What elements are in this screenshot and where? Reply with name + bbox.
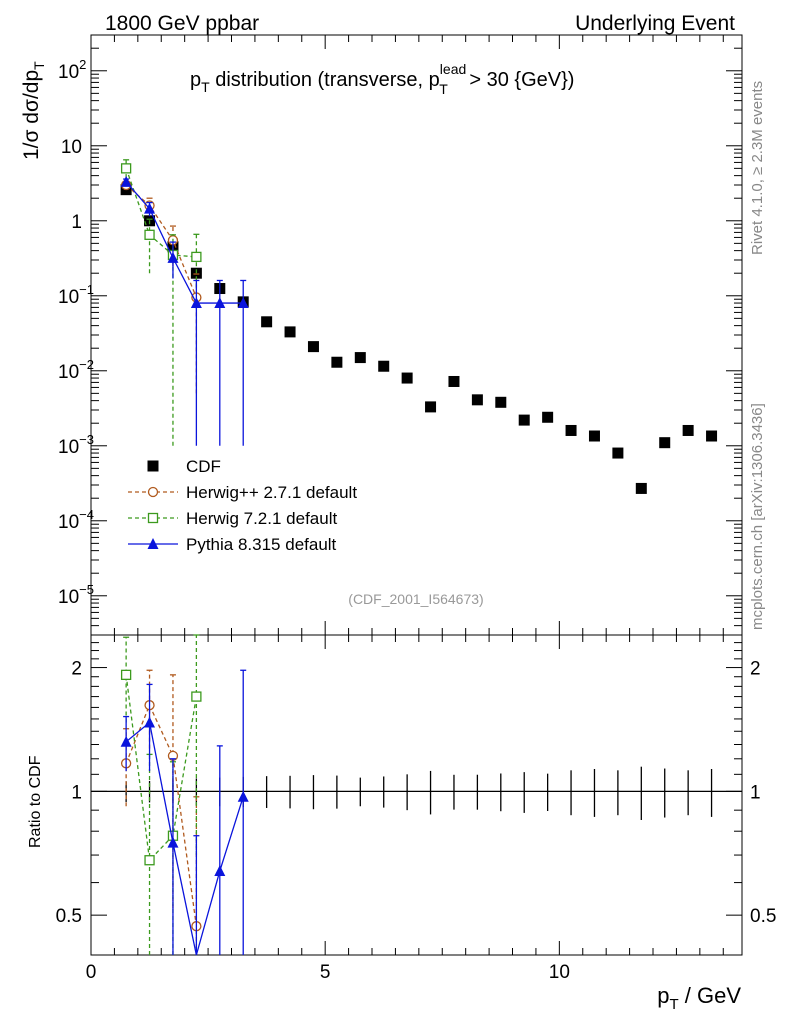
data-point-ratio	[191, 691, 202, 702]
legend-marker	[147, 538, 159, 549]
data-point-main	[706, 430, 718, 442]
data-point-main	[448, 375, 460, 387]
series-line-main	[125, 181, 244, 304]
legend-marker	[147, 486, 159, 498]
legend-marker	[147, 460, 159, 472]
data-point-main	[612, 447, 624, 459]
data-point-main	[120, 163, 132, 174]
y-tick-label-main: 10−2	[58, 357, 94, 383]
legend-entry-3: Pythia 8.315 default	[128, 535, 337, 554]
data-point-main	[144, 202, 156, 214]
y-tick-label-main: 102	[58, 57, 86, 83]
title-mid: distribution (transverse, p	[210, 69, 440, 91]
data-point-main	[190, 297, 202, 309]
data-point-main	[261, 316, 273, 328]
legend-entry-2: Herwig 7.2.1 default	[128, 509, 337, 528]
ratio-panel-frame	[90, 634, 743, 956]
x-tick-label: 0	[86, 962, 97, 983]
series-line-ratio	[125, 721, 244, 956]
legend-label: CDF	[186, 457, 221, 476]
data-point-main	[378, 360, 390, 372]
plot-title: pT distribution (transverse, plead T > 30…	[190, 61, 574, 97]
data-point-main	[425, 401, 437, 413]
y-tick-label-ratio-right: 1	[750, 782, 761, 803]
title-end: > 30 {GeV})	[464, 69, 575, 91]
legend-entry-1: Herwig++ 2.7.1 default	[128, 483, 357, 502]
series-line-ratio	[125, 674, 198, 862]
x-axis-label: pT / GeV	[657, 983, 741, 1013]
title-p: p	[190, 69, 201, 91]
data-point-ratio	[214, 865, 226, 877]
data-point-main	[682, 424, 694, 436]
data-point-main	[635, 482, 647, 494]
data-point-main	[307, 341, 319, 353]
y-label-main-text: 1/σ dσ/dp	[20, 70, 43, 160]
y-tick-label-main: 10−5	[58, 582, 94, 608]
x-tick-label: 10	[549, 962, 570, 983]
data-point-main	[565, 424, 577, 436]
title-T-sub: T	[439, 81, 448, 97]
data-point-main	[542, 411, 554, 423]
data-point-ratio	[237, 790, 249, 802]
y-tick-label-main: 10−1	[58, 282, 94, 308]
data-point-ratio	[144, 716, 156, 728]
mcplots-label: mcplots.cern.ch [arXiv:1306.3436]	[749, 403, 766, 630]
series-line-main	[125, 184, 197, 298]
x-label-p: p	[657, 983, 669, 1008]
y-tick-label-ratio-right: 2	[750, 659, 761, 680]
data-point-main	[495, 396, 507, 408]
title-lead-sup: lead	[440, 61, 466, 77]
data-point-ratio	[120, 669, 132, 681]
x-tick-label: 5	[320, 962, 331, 983]
legend-entry-0: CDF	[147, 457, 221, 476]
data-point-main	[144, 229, 155, 240]
analysis-id: (CDF_2001_I564673)	[348, 591, 483, 607]
x-label-sub: T	[669, 996, 678, 1013]
header-left: 1800 GeV ppbar	[105, 12, 259, 35]
series-line-ratio	[125, 703, 198, 927]
y-axis-label-ratio: Ratio to CDF	[27, 755, 44, 848]
data-point-main	[167, 251, 179, 263]
data-point-main	[237, 297, 249, 309]
legend-label: Herwig++ 2.7.1 default	[186, 483, 357, 502]
data-point-main	[471, 394, 483, 406]
y-tick-label-ratio: 2	[71, 659, 82, 680]
y-tick-label-ratio-right: 0.5	[750, 906, 776, 927]
data-point-main	[284, 326, 296, 338]
data-point-ratio	[120, 735, 132, 747]
y-label-main-sub: T	[31, 61, 47, 70]
series-3	[120, 175, 249, 956]
legend-label: Herwig 7.2.1 default	[186, 509, 337, 528]
data-point-main	[214, 297, 226, 309]
data-point-main	[588, 430, 600, 442]
series-line-main	[125, 168, 197, 258]
title-p-sub: T	[201, 79, 210, 95]
series-1	[120, 179, 202, 955]
data-point-ratio	[167, 836, 179, 848]
y-tick-label-ratio: 1	[71, 782, 82, 803]
series-0	[120, 184, 718, 820]
header-right: Underlying Event	[575, 12, 735, 35]
legend-marker	[147, 512, 159, 524]
y-tick-label-main: 10	[61, 137, 82, 158]
data-point-main	[659, 437, 671, 449]
data-point-main	[120, 175, 132, 187]
y-tick-label-main: 10−3	[58, 432, 94, 458]
x-label-unit: / GeV	[679, 983, 742, 1008]
data-point-main	[331, 356, 343, 368]
y-tick-label-ratio: 0.5	[56, 906, 82, 927]
y-tick-label-main: 1	[71, 212, 82, 233]
y-axis-label-main: 1/σ dσ/dpT	[20, 61, 47, 160]
legend-label: Pythia 8.315 default	[186, 535, 337, 554]
data-point-main	[518, 414, 530, 426]
y-tick-label-main: 10−4	[58, 507, 94, 533]
data-point-main	[401, 372, 413, 384]
data-point-main	[354, 352, 366, 364]
rivet-label: Rivet 4.1.0, ≥ 2.3M events	[749, 81, 766, 255]
data-point-ratio	[144, 855, 155, 866]
data-point-main	[191, 251, 202, 263]
